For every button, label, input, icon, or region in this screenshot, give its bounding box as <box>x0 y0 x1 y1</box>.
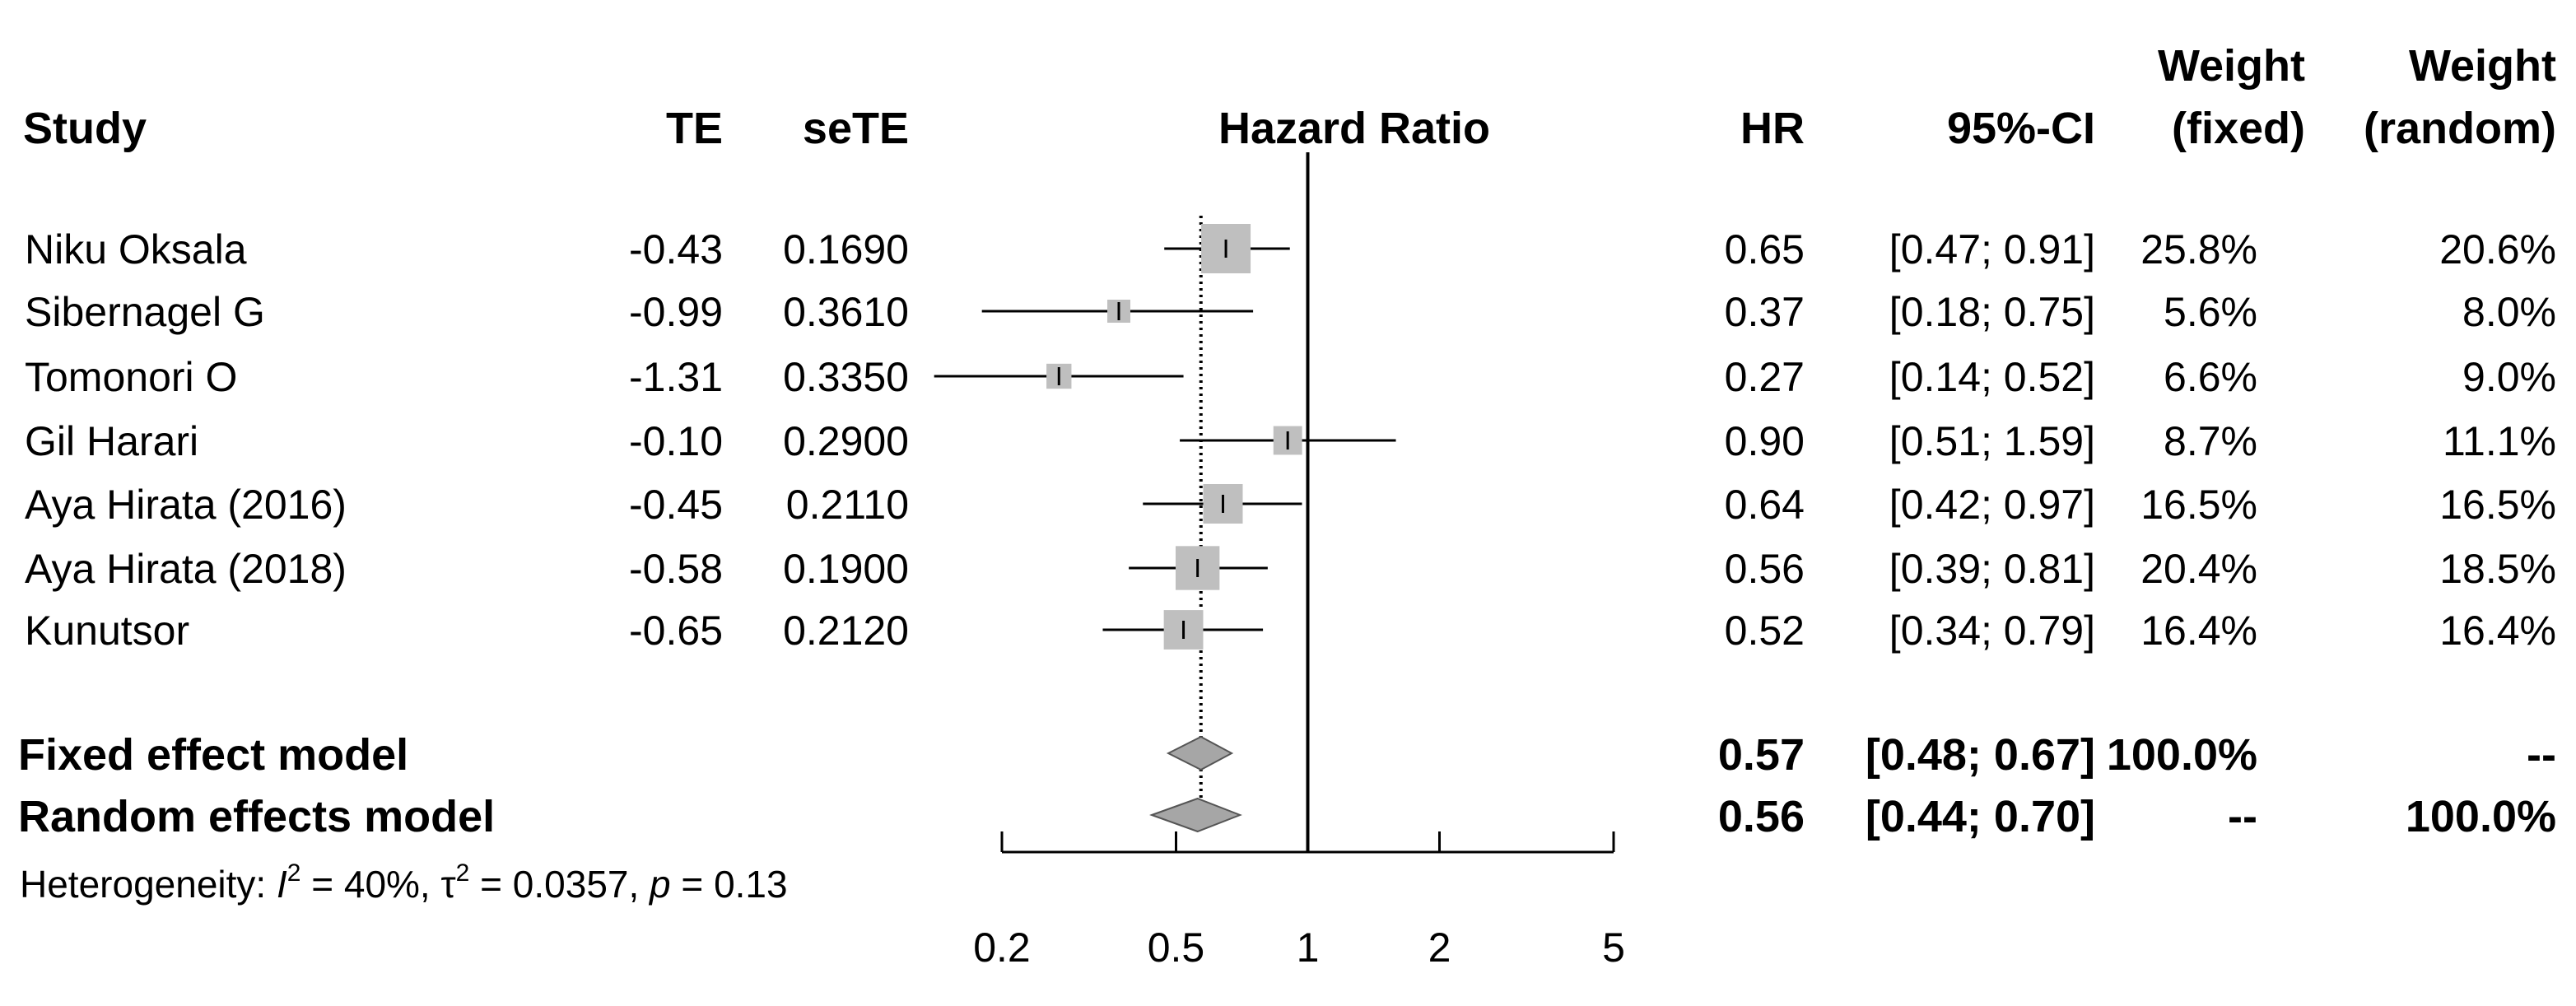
model-ci: [0.48; 0.67] <box>1866 730 2095 780</box>
study-weight-fixed: 5.6% <box>2164 289 2257 335</box>
p-symbol: p <box>648 863 671 906</box>
i2-symbol: I <box>277 863 287 906</box>
study-te: -0.58 <box>629 546 723 592</box>
study-weight-fixed: 25.8% <box>2140 226 2257 272</box>
study-sete: 0.3610 <box>783 289 909 335</box>
header-study: Study <box>23 104 147 153</box>
header-weight-fixed-line1: Weight <box>2158 41 2305 91</box>
header-te: TE <box>666 104 723 153</box>
study-weight-random: 8.0% <box>2462 289 2556 335</box>
study-te: -0.45 <box>629 482 723 528</box>
study-name: Sibernagel G <box>25 289 265 335</box>
heterogeneity-prefix: Heterogeneity: <box>20 863 277 906</box>
model-ci: [0.44; 0.70] <box>1866 792 2095 841</box>
model-name: Random effects model <box>18 792 495 841</box>
study-weight-random: 16.5% <box>2439 482 2556 528</box>
study-hr: 0.90 <box>1725 418 1805 464</box>
study-ci: [0.34; 0.79] <box>1889 608 2095 654</box>
tau2-superscript: 2 <box>456 859 470 887</box>
study-hr: 0.65 <box>1725 226 1805 272</box>
study-ci: [0.18; 0.75] <box>1889 289 2095 335</box>
x-tick-label: 2 <box>1428 924 1451 971</box>
study-ci: [0.47; 0.91] <box>1889 226 2095 272</box>
model-weight-fixed: -- <box>2228 792 2257 841</box>
study-hr: 0.27 <box>1725 354 1805 400</box>
study-weight-random: 18.5% <box>2439 546 2556 592</box>
header-weight-random-line2: (random) <box>2364 104 2556 153</box>
tau2-symbol: τ <box>441 863 456 906</box>
header-hazard-ratio: Hazard Ratio <box>1218 104 1490 153</box>
summary-diamond <box>1166 735 1234 771</box>
study-sete: 0.2120 <box>783 608 909 654</box>
study-weight-random: 20.6% <box>2439 226 2556 272</box>
heterogeneity-text: Heterogeneity: I2 = 40%, τ2 = 0.0357, p … <box>20 859 788 906</box>
study-sete: 0.1900 <box>783 546 909 592</box>
study-te: -0.10 <box>629 418 723 464</box>
study-hr: 0.52 <box>1725 608 1805 654</box>
x-tick-label: 5 <box>1602 924 1625 971</box>
header-sete: seTE <box>803 104 909 153</box>
i2-superscript: 2 <box>287 859 301 887</box>
study-hr: 0.64 <box>1725 482 1805 528</box>
study-weight-fixed: 6.6% <box>2164 354 2257 400</box>
i2-value: = 40%, <box>300 863 440 906</box>
study-te: -0.99 <box>629 289 723 335</box>
header-weight-fixed-line2: (fixed) <box>2172 104 2305 153</box>
study-ci: [0.14; 0.52] <box>1889 354 2095 400</box>
study-name: Tomonori O <box>25 354 237 400</box>
study-name: Gil Harari <box>25 418 198 464</box>
study-hr: 0.37 <box>1725 289 1805 335</box>
study-te: -0.43 <box>629 226 723 272</box>
study-weight-fixed: 16.4% <box>2140 608 2257 654</box>
study-rows: Niku Oksala -0.43 0.1690 0.65 [0.47; 0.91] 25… <box>18 226 2556 841</box>
study-te: -1.31 <box>629 354 723 400</box>
model-name: Fixed effect model <box>18 730 408 780</box>
study-te: -0.65 <box>629 608 723 654</box>
header-weight-random-line1: Weight <box>2409 41 2556 91</box>
x-tick-label: 1 <box>1297 924 1320 971</box>
study-weight-fixed: 8.7% <box>2164 418 2257 464</box>
study-sete: 0.2110 <box>786 482 909 528</box>
tau2-value: = 0.0357, <box>469 863 650 906</box>
header-ci: 95%-CI <box>1947 104 2095 153</box>
study-ci: [0.51; 1.59] <box>1889 418 2095 464</box>
model-hr: 0.56 <box>1718 792 1805 841</box>
x-tick-label: 0.5 <box>1148 924 1205 971</box>
study-weight-random: 9.0% <box>2462 354 2556 400</box>
summary-diamond <box>1149 797 1242 833</box>
x-tick-label: 0.2 <box>973 924 1031 971</box>
study-name: Aya Hirata (2016) <box>25 482 347 528</box>
study-sete: 0.3350 <box>783 354 909 400</box>
study-name: Aya Hirata (2018) <box>25 546 347 592</box>
study-sete: 0.1690 <box>783 226 909 272</box>
study-weight-random: 16.4% <box>2439 608 2556 654</box>
plot-area: 0.2 0.5 1 2 5 <box>934 152 1625 971</box>
study-ci: [0.42; 0.97] <box>1889 482 2095 528</box>
study-ci: [0.39; 0.81] <box>1889 546 2095 592</box>
study-weight-fixed: 20.4% <box>2140 546 2257 592</box>
study-name: Niku Oksala <box>25 226 247 272</box>
header-hr: HR <box>1740 104 1805 153</box>
p-value: = 0.13 <box>671 863 788 906</box>
study-name: Kunutsor <box>25 608 189 654</box>
model-weight-random: -- <box>2527 730 2556 780</box>
study-weight-fixed: 16.5% <box>2140 482 2257 528</box>
study-weight-random: 11.1% <box>2443 418 2556 464</box>
study-hr: 0.56 <box>1725 546 1805 592</box>
study-sete: 0.2900 <box>783 418 909 464</box>
model-hr: 0.57 <box>1718 730 1805 780</box>
model-weight-random: 100.0% <box>2406 792 2556 841</box>
model-weight-fixed: 100.0% <box>2107 730 2257 780</box>
